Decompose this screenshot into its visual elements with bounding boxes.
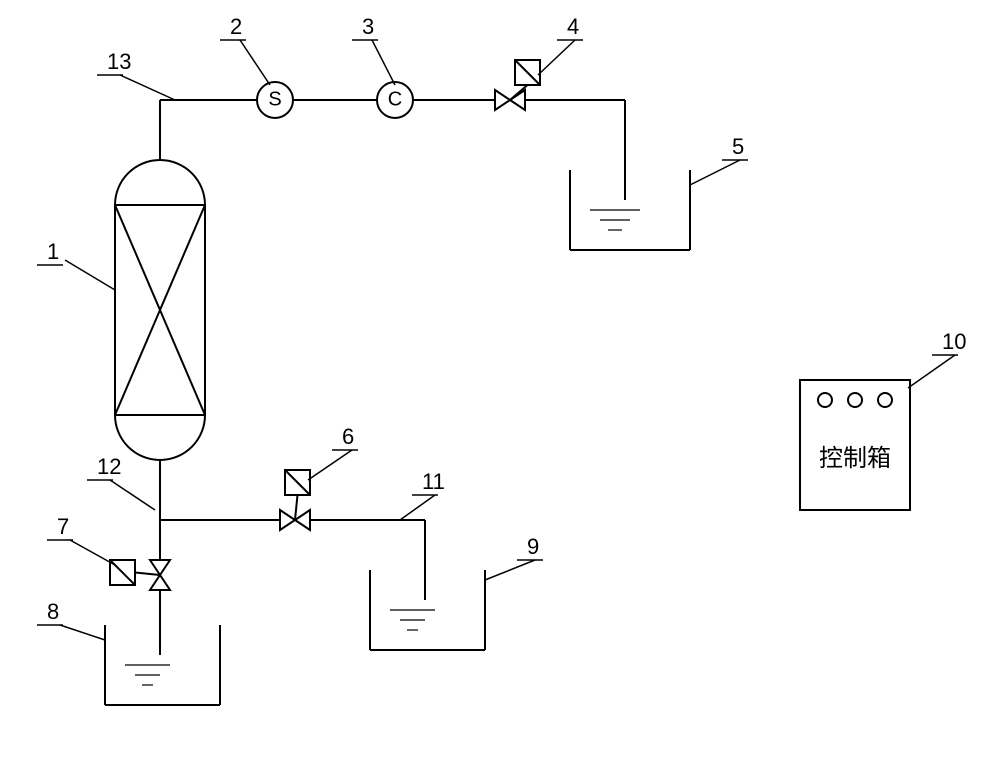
- svg-text:8: 8: [47, 599, 59, 624]
- svg-text:11: 11: [422, 469, 445, 494]
- svg-text:12: 12: [97, 454, 121, 479]
- svg-text:S: S: [268, 88, 281, 110]
- svg-text:9: 9: [527, 534, 539, 559]
- svg-text:1: 1: [47, 239, 59, 264]
- svg-text:10: 10: [942, 329, 966, 354]
- svg-text:5: 5: [732, 134, 744, 159]
- svg-text:4: 4: [567, 14, 579, 39]
- svg-text:13: 13: [107, 49, 131, 74]
- svg-text:6: 6: [342, 424, 354, 449]
- svg-text:3: 3: [362, 14, 374, 39]
- svg-text:C: C: [388, 88, 402, 110]
- svg-text:控制箱: 控制箱: [819, 445, 891, 472]
- svg-text:7: 7: [57, 514, 69, 539]
- svg-text:2: 2: [230, 14, 242, 39]
